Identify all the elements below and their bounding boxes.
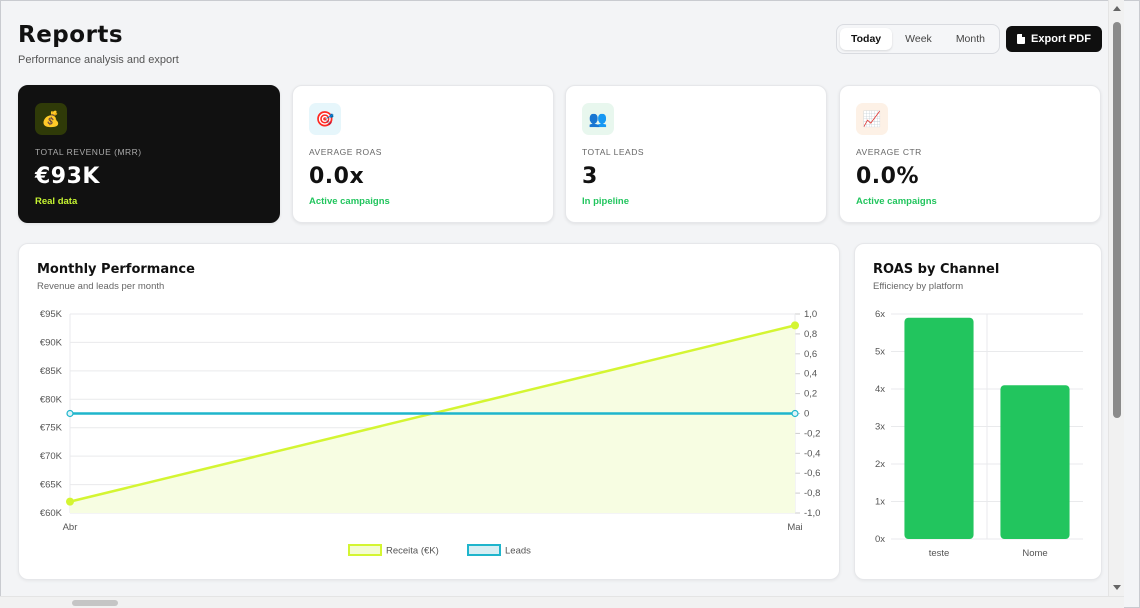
vertical-scrollbar[interactable] <box>1108 0 1124 596</box>
monthly-performance-chart: €60K €65K €70K €75K €80K €85K €90K €95K -1,0 -0,8… <box>40 309 821 557</box>
panel-subtitle: Revenue and leads per month <box>37 281 165 292</box>
kpi-value: €93K <box>35 164 100 189</box>
y-tick-label: 6x <box>875 309 885 320</box>
revenue-point <box>791 321 799 330</box>
tab-month[interactable]: Month <box>955 33 985 45</box>
x-tick-label: Abr <box>63 522 78 533</box>
y-tick-label: 3x <box>875 422 885 433</box>
export-pdf-label: Export PDF <box>1031 33 1091 45</box>
monthly-performance-panel: Monthly Performance Revenue and leads pe… <box>18 243 840 580</box>
roas-bar <box>904 317 974 539</box>
roas-by-channel-panel: ROAS by Channel Efficiency by platform 0… <box>854 243 1102 580</box>
y-right-tick-label: -0,8 <box>804 488 820 499</box>
export-pdf-button[interactable]: Export PDF <box>1006 26 1102 52</box>
revenue-area <box>70 325 795 513</box>
kpi-card-revenue: 💰 Total Revenue (MRR) €93K Real data <box>18 85 280 223</box>
scroll-up-icon[interactable] <box>1113 6 1121 11</box>
kpi-subtext: Real data <box>35 196 78 207</box>
y-right-tick-label: -0,2 <box>804 428 820 439</box>
horizontal-scrollbar-thumb[interactable] <box>72 600 118 606</box>
tab-today[interactable]: Today <box>840 28 893 50</box>
reports-page: Reports Performance analysis and export … <box>18 0 1124 596</box>
y-left-tick-label: €90K <box>40 337 63 348</box>
roas-bar-chart: 0x 1x 2x 3x 4x 5x 6x teste Nome <box>875 309 1083 559</box>
kpi-subtext: In pipeline <box>582 196 629 207</box>
y-right-tick-label: 0 <box>804 409 809 420</box>
kpi-card-roas: 🎯 Average ROAS 0.0x Active campaigns <box>292 85 554 223</box>
y-left-tick-label: €60K <box>40 508 63 519</box>
y-right-tick-label: -0,6 <box>804 468 820 479</box>
kpi-label: Total Leads <box>582 147 645 157</box>
kpi-value: 0.0x <box>309 164 365 189</box>
page-subtitle: Performance analysis and export <box>18 54 179 66</box>
y-right-tick-label: -0,4 <box>804 448 820 459</box>
y-left-tick-label: €75K <box>40 423 63 434</box>
roas-bar <box>1000 385 1070 539</box>
y-left-tick-label: €70K <box>40 451 63 462</box>
panel-title: ROAS by Channel <box>873 262 1000 277</box>
tab-week[interactable]: Week <box>905 33 932 45</box>
users-icon: 👥 <box>582 103 614 135</box>
y-tick-label: 1x <box>875 497 885 508</box>
kpi-label: Average ROAS <box>309 147 382 157</box>
y-tick-label: 5x <box>875 347 885 358</box>
y-right-tick-label: -1,0 <box>804 508 820 519</box>
x-tick-label: Nome <box>1022 548 1047 559</box>
kpi-label: Average CTR <box>856 147 922 157</box>
y-left-tick-label: €95K <box>40 309 63 320</box>
kpi-value: 0.0% <box>856 164 920 189</box>
kpi-subtext: Active campaigns <box>856 196 937 207</box>
y-left-tick-label: €65K <box>40 480 63 491</box>
chart-icon: 📈 <box>856 103 888 135</box>
scroll-down-icon[interactable] <box>1113 585 1121 590</box>
y-left-tick-label: €80K <box>40 394 63 405</box>
kpi-subtext: Active campaigns <box>309 196 390 207</box>
y-right-tick-label: 0,4 <box>804 369 817 380</box>
kpi-value: 3 <box>582 164 598 189</box>
leads-point <box>66 409 74 418</box>
y-tick-label: 2x <box>875 459 885 470</box>
page-title: Reports <box>18 22 124 48</box>
y-right-tick-label: 1,0 <box>804 309 817 320</box>
panel-subtitle: Efficiency by platform <box>873 281 964 292</box>
scrollbar-thumb[interactable] <box>1113 22 1121 418</box>
money-bag-icon: 💰 <box>35 103 67 135</box>
legend-swatch <box>348 544 382 556</box>
kpi-card-leads: 👥 Total Leads 3 In pipeline <box>565 85 827 223</box>
y-left-tick-label: €85K <box>40 366 63 377</box>
kpi-card-ctr: 📈 Average CTR 0.0% Active campaigns <box>839 85 1101 223</box>
target-icon: 🎯 <box>309 103 341 135</box>
x-tick-label: teste <box>929 548 950 559</box>
x-tick-label: Mai <box>787 522 802 533</box>
y-right-tick-label: 0,2 <box>804 389 817 400</box>
legend-label: Leads <box>505 546 531 557</box>
legend-label: Receita (€K) <box>386 546 439 557</box>
legend-swatch <box>467 544 501 556</box>
panel-title: Monthly Performance <box>37 262 195 277</box>
leads-point <box>791 409 799 418</box>
y-tick-label: 0x <box>875 534 885 545</box>
y-tick-label: 4x <box>875 384 885 395</box>
document-icon <box>1017 34 1026 44</box>
kpi-label: Total Revenue (MRR) <box>35 147 142 157</box>
revenue-point <box>66 497 74 506</box>
range-selector: Today Week Month <box>836 24 1000 54</box>
horizontal-scrollbar[interactable] <box>0 596 1124 608</box>
y-right-tick-label: 0,6 <box>804 349 817 360</box>
y-right-tick-label: 0,8 <box>804 329 817 340</box>
